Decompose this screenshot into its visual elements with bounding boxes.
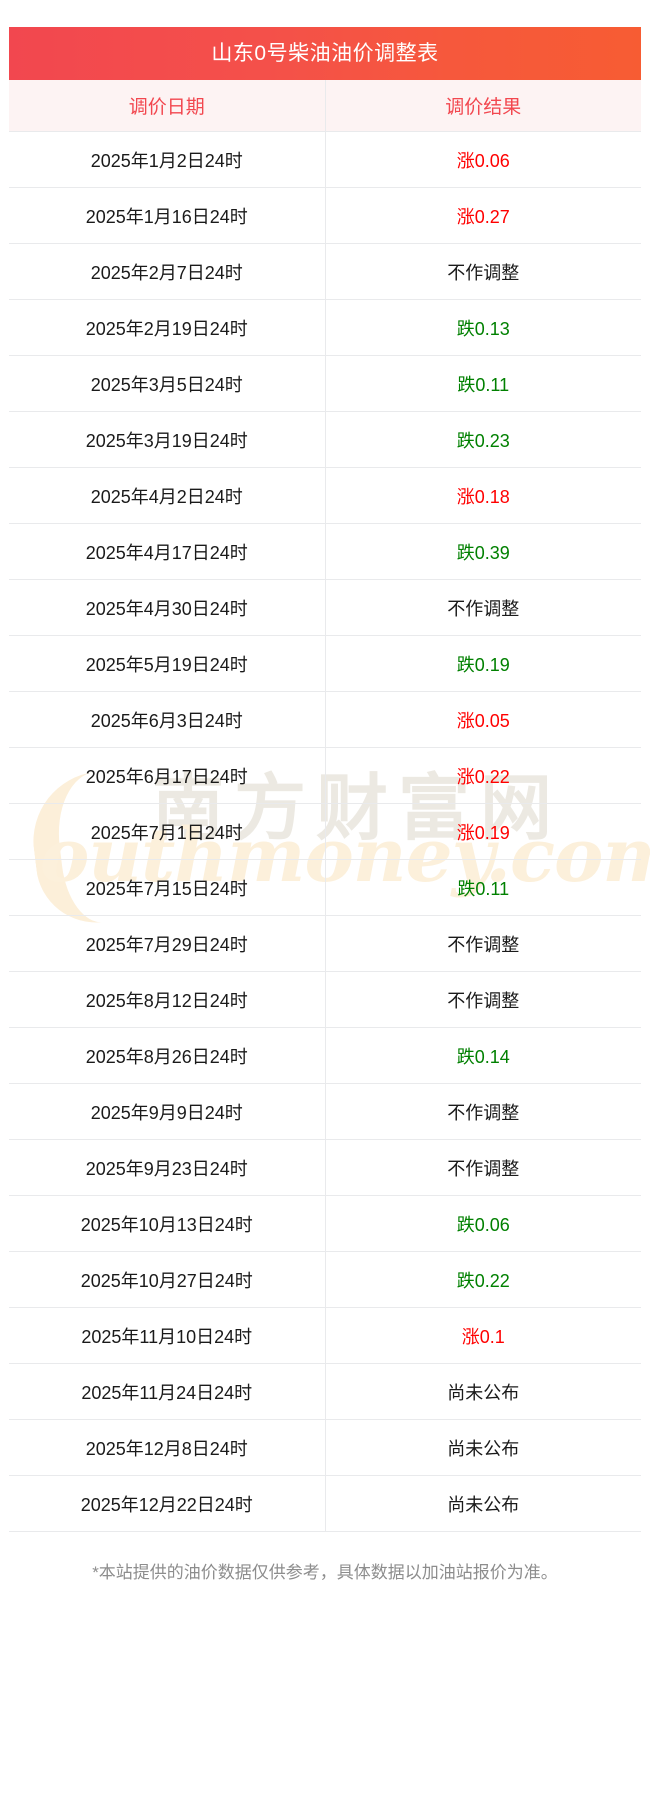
cell-result: 涨0.05 <box>325 691 641 748</box>
cell-date: 2025年9月9日24时 <box>9 1083 326 1140</box>
table-row: 2025年1月16日24时 涨0.27 <box>9 187 641 244</box>
table-row: 2025年4月17日24时 跌0.39 <box>9 523 641 580</box>
cell-result: 尚未公布 <box>325 1475 641 1532</box>
cell-result: 不作调整 <box>325 971 641 1028</box>
cell-result: 跌0.19 <box>325 635 641 692</box>
table-row: 2025年3月5日24时 跌0.11 <box>9 355 641 412</box>
cell-result: 不作调整 <box>325 915 641 972</box>
cell-date: 2025年10月13日24时 <box>9 1195 326 1252</box>
cell-result: 涨0.27 <box>325 187 641 244</box>
cell-date: 2025年12月22日24时 <box>9 1475 326 1532</box>
table-header-row: 调价日期 调价结果 <box>9 80 641 132</box>
cell-date: 2025年8月12日24时 <box>9 971 326 1028</box>
table-row: 2025年12月8日24时 尚未公布 <box>9 1419 641 1476</box>
cell-date: 2025年2月19日24时 <box>9 299 326 356</box>
disclaimer-note: *本站提供的油价数据仅供参考，具体数据以加油站报价为准。 <box>92 1563 558 1582</box>
cell-result: 跌0.23 <box>325 411 641 468</box>
table-row: 2025年7月15日24时 跌0.11 <box>9 859 641 916</box>
cell-result: 不作调整 <box>325 1139 641 1196</box>
column-header-result: 调价结果 <box>325 80 641 132</box>
cell-date: 2025年9月23日24时 <box>9 1139 326 1196</box>
cell-date: 2025年7月15日24时 <box>9 859 326 916</box>
cell-result: 不作调整 <box>325 1083 641 1140</box>
cell-result: 跌0.14 <box>325 1027 641 1084</box>
cell-result: 跌0.13 <box>325 299 641 356</box>
table-row: 2025年2月19日24时 跌0.13 <box>9 299 641 356</box>
cell-date: 2025年1月2日24时 <box>9 131 326 188</box>
cell-result: 涨0.22 <box>325 747 641 804</box>
table-row: 2025年11月24日24时 尚未公布 <box>9 1363 641 1420</box>
table-body: 2025年1月2日24时 涨0.06 2025年1月16日24时 涨0.27 2025年… <box>9 131 641 1532</box>
table-row: 2025年6月3日24时 涨0.05 <box>9 691 641 748</box>
cell-date: 2025年12月8日24时 <box>9 1419 326 1476</box>
column-header-date: 调价日期 <box>9 80 326 132</box>
table-row: 2025年8月12日24时 不作调整 <box>9 971 641 1028</box>
table-row: 2025年6月17日24时 涨0.22 <box>9 747 641 804</box>
table-row: 2025年9月9日24时 不作调整 <box>9 1083 641 1140</box>
cell-result: 尚未公布 <box>325 1419 641 1476</box>
table-row: 2025年10月27日24时 跌0.22 <box>9 1251 641 1308</box>
cell-result: 跌0.39 <box>325 523 641 580</box>
table-row: 2025年9月23日24时 不作调整 <box>9 1139 641 1196</box>
oil-price-adjustment-page: 南方财富网 outhmoney.com 山东0号柴油油价调整表 调价日期 调价结… <box>0 27 650 1588</box>
table-row: 2025年4月30日24时 不作调整 <box>9 579 641 636</box>
cell-date: 2025年6月17日24时 <box>9 747 326 804</box>
cell-date: 2025年5月19日24时 <box>9 635 326 692</box>
table-row: 2025年11月10日24时 涨0.1 <box>9 1307 641 1364</box>
cell-result: 跌0.11 <box>325 859 641 916</box>
cell-result: 尚未公布 <box>325 1363 641 1420</box>
cell-result: 不作调整 <box>325 243 641 300</box>
cell-date: 2025年3月5日24时 <box>9 355 326 412</box>
cell-result: 跌0.11 <box>325 355 641 412</box>
table-row: 2025年7月1日24时 涨0.19 <box>9 803 641 860</box>
cell-date: 2025年7月1日24时 <box>9 803 326 860</box>
cell-result: 涨0.19 <box>325 803 641 860</box>
table-row: 2025年7月29日24时 不作调整 <box>9 915 641 972</box>
table-row: 2025年2月7日24时 不作调整 <box>9 243 641 300</box>
cell-date: 2025年4月17日24时 <box>9 523 326 580</box>
page-title: 山东0号柴油油价调整表 <box>9 27 641 80</box>
cell-date: 2025年2月7日24时 <box>9 243 326 300</box>
cell-date: 2025年1月16日24时 <box>9 187 326 244</box>
cell-date: 2025年4月2日24时 <box>9 467 326 524</box>
table-row: 2025年5月19日24时 跌0.19 <box>9 635 641 692</box>
cell-date: 2025年10月27日24时 <box>9 1251 326 1308</box>
cell-result: 不作调整 <box>325 579 641 636</box>
oil-price-table: 调价日期 调价结果 2025年1月2日24时 涨0.06 2025年1月16日24时… <box>9 80 641 1532</box>
cell-date: 2025年8月26日24时 <box>9 1027 326 1084</box>
cell-result: 涨0.06 <box>325 131 641 188</box>
cell-result: 涨0.1 <box>325 1307 641 1364</box>
cell-result: 跌0.06 <box>325 1195 641 1252</box>
cell-date: 2025年6月3日24时 <box>9 691 326 748</box>
table-row: 2025年10月13日24时 跌0.06 <box>9 1195 641 1252</box>
cell-date: 2025年7月29日24时 <box>9 915 326 972</box>
cell-date: 2025年4月30日24时 <box>9 579 326 636</box>
table-row: 2025年1月2日24时 涨0.06 <box>9 131 641 188</box>
cell-result: 涨0.18 <box>325 467 641 524</box>
table-row: 2025年4月2日24时 涨0.18 <box>9 467 641 524</box>
table-row: 2025年3月19日24时 跌0.23 <box>9 411 641 468</box>
cell-date: 2025年3月19日24时 <box>9 411 326 468</box>
table-row: 2025年8月26日24时 跌0.14 <box>9 1027 641 1084</box>
cell-result: 跌0.22 <box>325 1251 641 1308</box>
table-row: 2025年12月22日24时 尚未公布 <box>9 1475 641 1532</box>
cell-date: 2025年11月10日24时 <box>9 1307 326 1364</box>
cell-date: 2025年11月24日24时 <box>9 1363 326 1420</box>
